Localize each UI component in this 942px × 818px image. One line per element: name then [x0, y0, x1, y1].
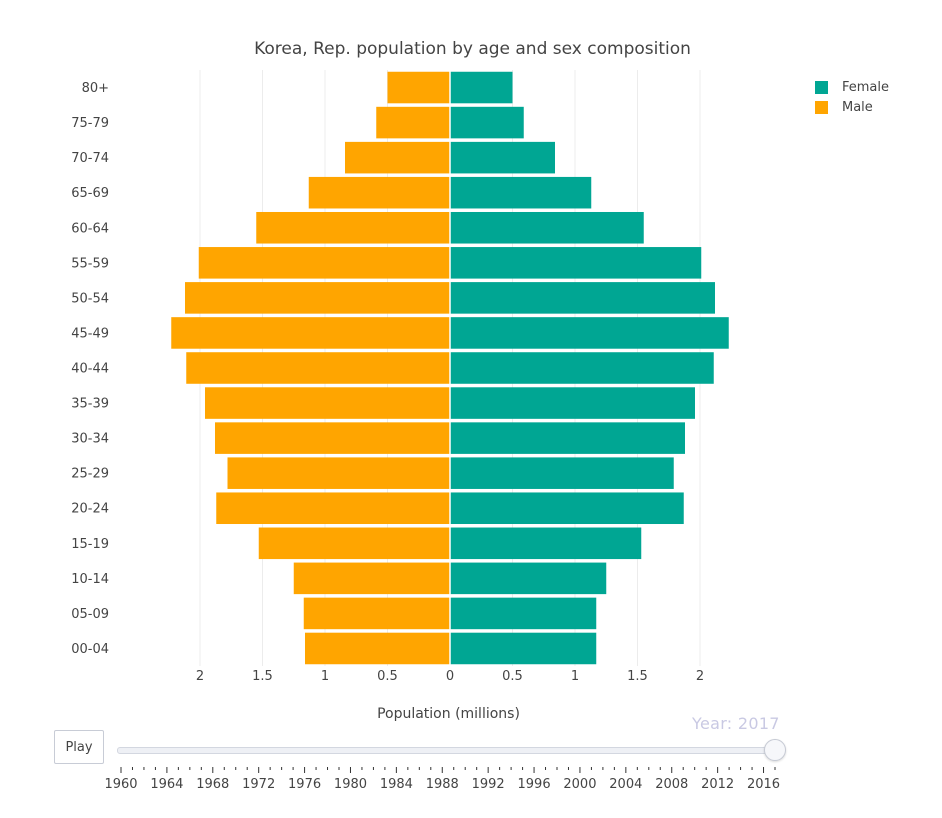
bar-male-70-74[interactable] — [345, 141, 450, 174]
y-tick-label: 35-39 — [71, 397, 109, 412]
bar-male-75-79[interactable] — [376, 106, 450, 139]
bar-female-35-39[interactable] — [450, 387, 695, 419]
year-slider-track[interactable] — [117, 747, 779, 754]
bar-female-70-74[interactable] — [450, 141, 555, 174]
y-tick-label: 40-44 — [71, 362, 109, 377]
year-slider-labels: 1960 1964 1968 1972 1976 1980 1984 1988 1992 1996… — [0, 777, 942, 795]
slider-label[interactable]: 2004 — [609, 777, 643, 792]
x-tick-label: 1 — [571, 669, 579, 684]
bar-female-15-19[interactable] — [450, 527, 642, 560]
bar-female-75-79[interactable] — [450, 106, 524, 139]
bar-male-30-34[interactable] — [215, 422, 450, 454]
y-tick-label: 80+ — [82, 81, 109, 96]
y-tick-label: 25-29 — [71, 467, 109, 482]
x-tick-label: 0 — [446, 669, 454, 684]
y-tick-label: 60-64 — [71, 221, 109, 236]
legend: Female Male — [815, 77, 889, 117]
play-button[interactable]: Play — [54, 730, 104, 764]
year-readout: Year: 2017 — [692, 714, 780, 733]
y-tick-label: 75-79 — [71, 116, 109, 131]
bar-female-60-64[interactable] — [450, 211, 644, 244]
legend-item-male[interactable]: Male — [815, 97, 889, 117]
bar-female-45-49[interactable] — [450, 317, 729, 349]
bar-male-25-29[interactable] — [227, 457, 451, 489]
y-tick-label: 55-59 — [71, 256, 109, 271]
bar-female-05-09[interactable] — [450, 597, 597, 630]
slider-label[interactable]: 1972 — [242, 777, 276, 792]
slider-label[interactable]: 2008 — [655, 777, 689, 792]
x-tick-label: 1.5 — [627, 669, 648, 684]
slider-label[interactable]: 1976 — [288, 777, 322, 792]
bar-female-50-54[interactable] — [450, 282, 715, 314]
bar-male-40-44[interactable] — [186, 352, 450, 384]
x-tick-label: 0.5 — [502, 669, 523, 684]
legend-swatch-female — [815, 80, 828, 94]
y-tick-label: 30-34 — [71, 432, 109, 447]
x-tick-label: 1.5 — [252, 669, 273, 684]
bar-male-05-09[interactable] — [303, 597, 450, 630]
slider-label[interactable]: 1968 — [196, 777, 230, 792]
bar-female-30-34[interactable] — [450, 422, 685, 454]
bar-male-15-19[interactable] — [258, 527, 450, 560]
bar-male-55-59[interactable] — [198, 247, 450, 279]
bar-female-20-24[interactable] — [450, 492, 684, 525]
slider-label[interactable]: 1964 — [150, 777, 184, 792]
y-tick-label: 10-14 — [71, 572, 109, 587]
y-tick-label: 00-04 — [71, 642, 109, 657]
y-tick-label: 05-09 — [71, 607, 109, 622]
slider-label[interactable]: 1960 — [104, 777, 138, 792]
bar-male-50-54[interactable] — [185, 282, 450, 314]
y-tick-label: 70-74 — [71, 151, 109, 166]
bar-male-80+[interactable] — [387, 71, 451, 104]
legend-swatch-male — [815, 100, 828, 114]
y-tick-label: 20-24 — [71, 502, 109, 517]
bar-male-65-69[interactable] — [308, 176, 450, 209]
x-tick-label: 2 — [696, 669, 704, 684]
y-tick-label: 15-19 — [71, 537, 109, 552]
bar-male-35-39[interactable] — [205, 387, 450, 419]
legend-label-female: Female — [842, 79, 890, 95]
slider-label[interactable]: 2000 — [563, 777, 597, 792]
x-tick-label: 0.5 — [377, 669, 398, 684]
x-axis-label: Population (millions) — [377, 706, 520, 722]
year-slider-handle[interactable] — [764, 739, 786, 761]
slider-label[interactable]: 1988 — [425, 777, 459, 792]
y-tick-label: 65-69 — [71, 186, 109, 201]
bar-male-60-64[interactable] — [256, 211, 450, 244]
x-tick-label: 1 — [321, 669, 329, 684]
slider-label[interactable]: 1996 — [517, 777, 551, 792]
y-tick-label: 45-49 — [71, 326, 109, 341]
legend-label-male: Male — [842, 99, 873, 115]
slider-label[interactable]: 2012 — [701, 777, 735, 792]
bar-female-55-59[interactable] — [450, 247, 702, 279]
slider-label[interactable]: 2016 — [746, 777, 781, 792]
x-tick-label: 2 — [196, 669, 204, 684]
y-tick-label: 50-54 — [71, 291, 109, 306]
bar-male-20-24[interactable] — [216, 492, 450, 525]
bar-male-45-49[interactable] — [171, 317, 450, 349]
slider-label[interactable]: 1984 — [379, 777, 413, 792]
bar-female-25-29[interactable] — [450, 457, 674, 489]
bar-female-80+[interactable] — [450, 71, 513, 104]
slider-label[interactable]: 1980 — [333, 777, 368, 792]
y-tick-labels: 00-04 05-09 10-14 15-19 20-24 25-29 30-34 35-39… — [71, 81, 109, 657]
slider-label[interactable]: 1992 — [471, 777, 505, 792]
bar-female-40-44[interactable] — [450, 352, 714, 384]
bar-female-00-04[interactable] — [450, 632, 597, 665]
bar-female-65-69[interactable] — [450, 176, 592, 209]
bars — [171, 70, 729, 666]
legend-item-female[interactable]: Female — [815, 77, 889, 97]
bar-male-00-04[interactable] — [305, 632, 450, 665]
x-tick-labels: 2 1.5 1 0.5 0 0.5 1 1.5 2 — [196, 669, 704, 684]
bar-female-10-14[interactable] — [450, 562, 607, 595]
chart-title: Korea, Rep. population by age and sex co… — [254, 39, 691, 59]
bar-male-10-14[interactable] — [293, 562, 450, 595]
